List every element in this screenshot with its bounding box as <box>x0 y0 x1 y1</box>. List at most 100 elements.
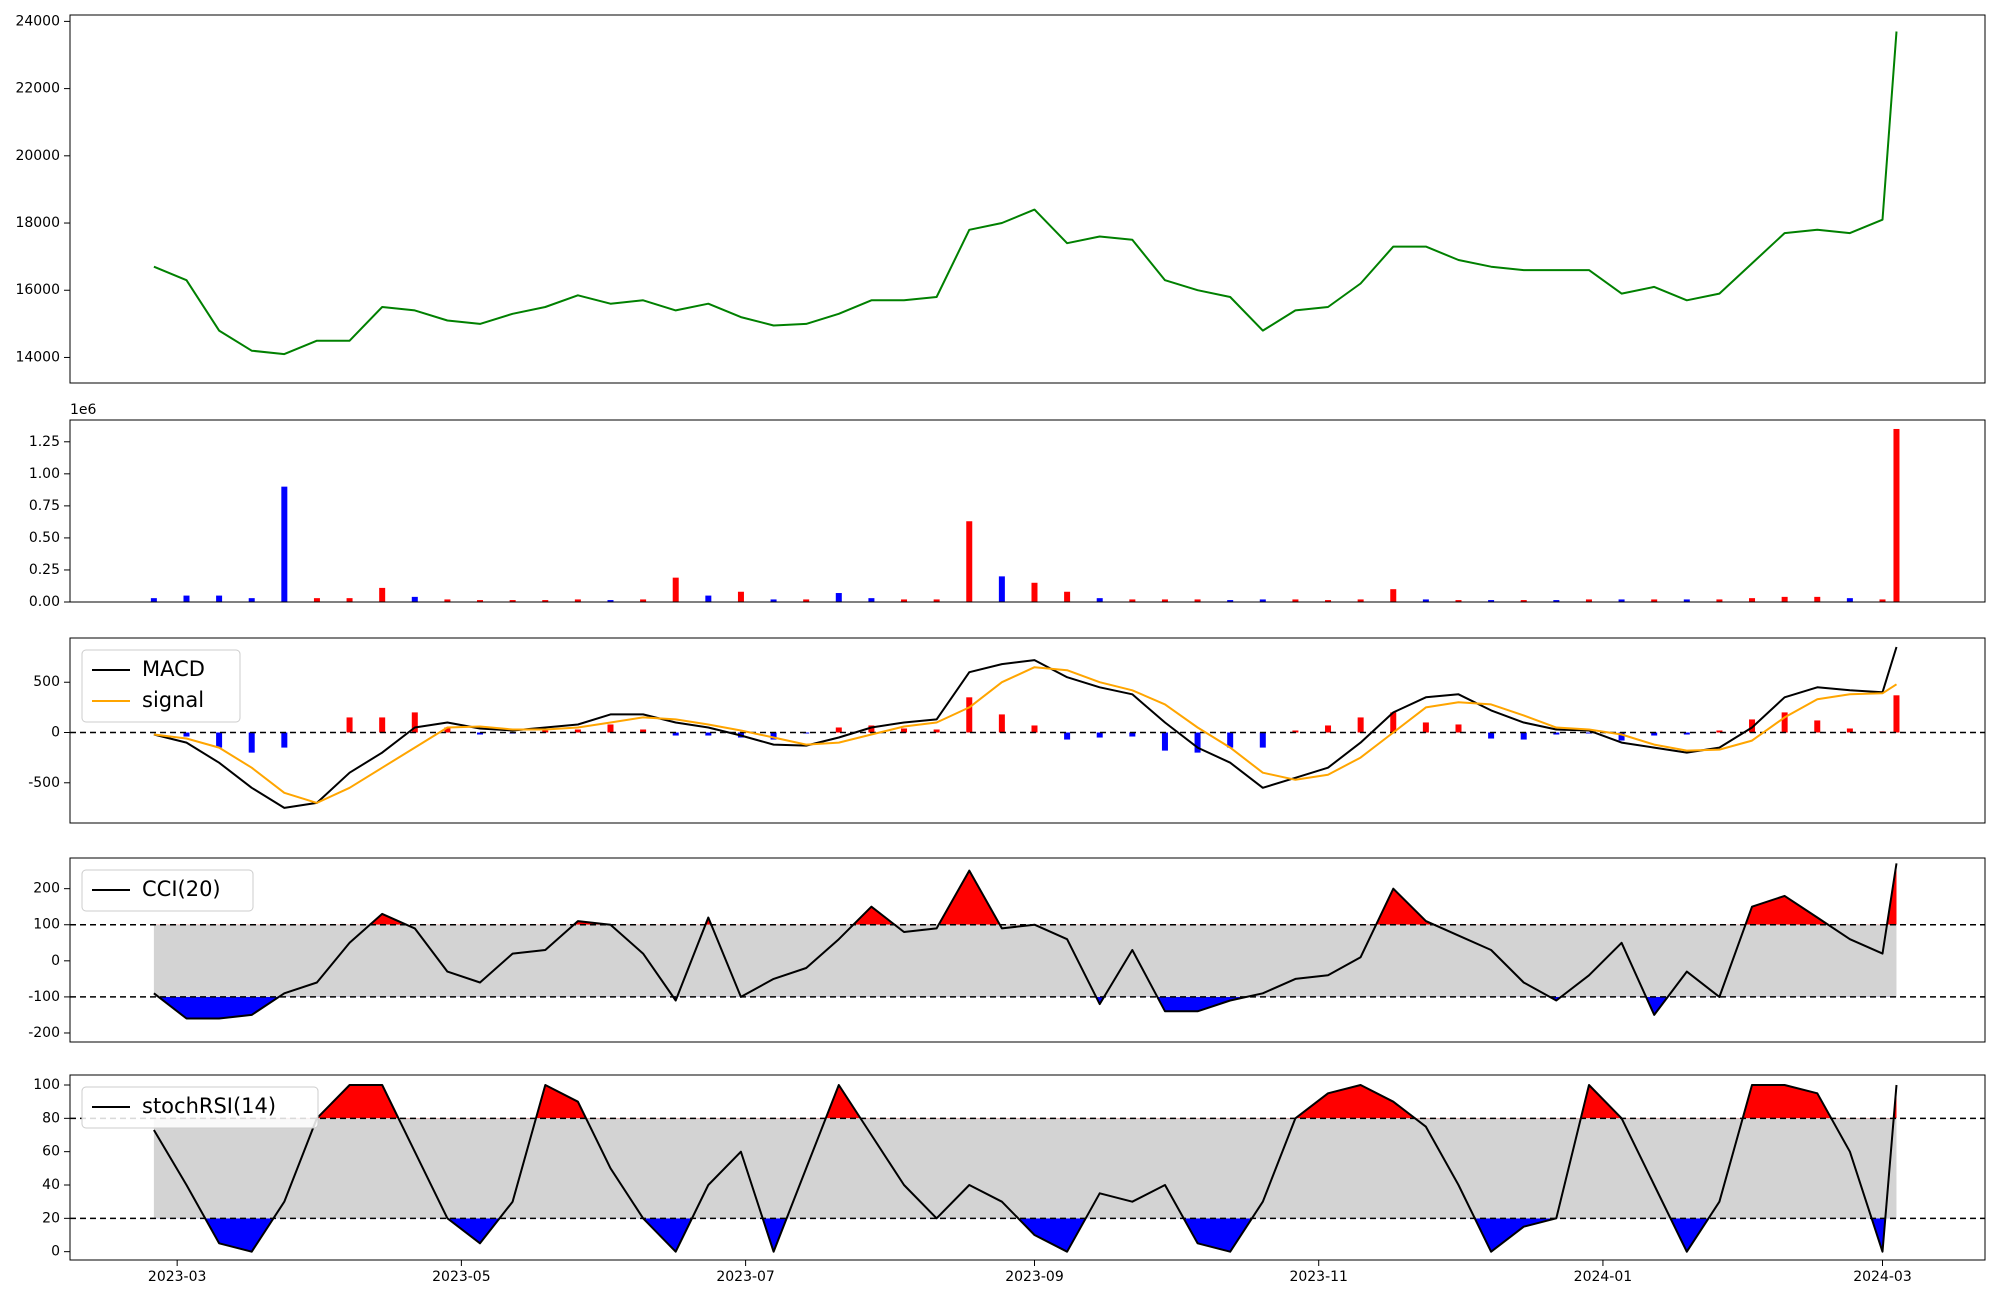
y-tick-label: 0.00 <box>29 594 60 610</box>
volume-bar <box>1814 596 1821 602</box>
histogram-bar <box>933 729 940 733</box>
volume-bar <box>542 600 549 602</box>
y-tick-label: 0.25 <box>29 562 60 578</box>
volume-bar <box>1455 600 1462 602</box>
volume-bar <box>737 591 744 602</box>
histogram-bar <box>672 732 679 736</box>
series-line <box>153 31 1898 356</box>
histogram-bar <box>1455 724 1462 733</box>
volume-bar <box>835 593 842 602</box>
volume-bar <box>1893 428 1900 602</box>
y-tick-label: 0.75 <box>29 498 60 514</box>
histogram-bar <box>574 729 581 733</box>
volume-bar <box>574 599 581 602</box>
volume-bar <box>346 598 353 602</box>
volume-bar <box>1651 599 1658 602</box>
histogram-bar <box>1161 732 1168 751</box>
volume-bar <box>705 595 712 602</box>
offset-label: 1e6 <box>70 402 97 418</box>
volume-bar <box>901 599 908 602</box>
overbought-area <box>153 1085 1897 1119</box>
volume-bar <box>966 521 973 602</box>
legend-box <box>81 649 241 723</box>
histogram-bar <box>1194 732 1201 753</box>
volume-bar <box>1683 599 1690 602</box>
y-tick-label: 14000 <box>15 349 60 365</box>
oversold-area <box>205 1218 1886 1252</box>
histogram-bar <box>640 729 647 733</box>
volume-bar <box>1553 600 1560 602</box>
histogram-bar <box>1292 730 1299 733</box>
histogram-bar <box>477 732 484 735</box>
y-tick-label: -200 <box>28 1025 60 1041</box>
histogram-bar <box>1893 695 1900 733</box>
y-tick-label: 1.25 <box>29 434 60 450</box>
volume-bar <box>1879 599 1886 602</box>
neutral-band <box>153 1118 1897 1219</box>
legend-label: MACD <box>142 657 205 681</box>
volume-bar <box>1520 600 1527 602</box>
legend-box <box>81 869 254 912</box>
histogram-bar <box>1096 732 1103 738</box>
volume-bar <box>444 599 451 602</box>
histogram-bar <box>183 732 190 737</box>
histogram-bar <box>1716 730 1723 733</box>
y-tick-label: 20000 <box>15 148 60 164</box>
histogram-bar <box>1585 732 1592 734</box>
histogram-bar <box>966 697 973 733</box>
volume-bar <box>672 577 679 602</box>
y-tick-label: 24000 <box>15 13 60 29</box>
x-tick-label: 2023-07 <box>716 1269 775 1285</box>
histogram-bar <box>1129 732 1136 737</box>
x-tick-label: 2024-03 <box>1853 1269 1912 1285</box>
histogram-bar <box>346 717 353 733</box>
volume-bar <box>1096 598 1103 602</box>
y-tick-label: 1.00 <box>29 466 60 482</box>
y-tick-label: 40 <box>42 1177 60 1193</box>
y-tick-label: 80 <box>42 1110 60 1126</box>
histogram-bar <box>1325 725 1332 733</box>
histogram-bar <box>1553 732 1560 735</box>
volume-bar <box>933 599 940 602</box>
volume-bar <box>216 595 223 602</box>
axes-frame <box>69 14 1986 384</box>
volume-bar <box>477 600 484 602</box>
histogram-bar <box>607 724 614 733</box>
histogram-bar <box>835 727 842 733</box>
axes-frame <box>69 637 1986 824</box>
volume-bar <box>509 600 516 602</box>
histogram-bar <box>1749 719 1756 733</box>
legend-label: signal <box>142 688 204 712</box>
histogram-bar <box>705 732 712 736</box>
volume-bar <box>1749 598 1756 602</box>
histogram-bar <box>1488 732 1495 739</box>
histogram-bar <box>379 717 386 733</box>
histogram-bar <box>1357 717 1364 733</box>
histogram-bar <box>216 732 223 748</box>
histogram-bar <box>1618 732 1625 741</box>
y-tick-label: -100 <box>28 989 60 1005</box>
histogram-bar <box>1814 720 1821 733</box>
legend-box <box>81 1086 319 1129</box>
volume-bar <box>803 599 810 602</box>
x-tick-label: 2023-11 <box>1289 1269 1348 1285</box>
volume-bar <box>1194 599 1201 602</box>
histogram-bar <box>1683 732 1690 735</box>
volume-bar <box>281 486 288 602</box>
volume-bar <box>868 598 875 602</box>
volume-bar <box>1031 582 1038 602</box>
volume-bar <box>1488 600 1495 602</box>
y-tick-label: 0 <box>51 725 60 741</box>
volume-bar <box>1781 596 1788 602</box>
volume-bar <box>1390 589 1397 602</box>
series-line <box>153 1084 1898 1253</box>
y-tick-label: 100 <box>33 917 60 933</box>
neutral-band <box>153 924 1897 997</box>
histogram-bar <box>248 732 255 753</box>
axes-frame <box>69 419 1986 603</box>
y-tick-label: 100 <box>33 1077 60 1093</box>
volume-bar <box>248 598 255 602</box>
x-tick-label: 2023-05 <box>432 1269 491 1285</box>
volume-bar <box>1129 599 1136 602</box>
